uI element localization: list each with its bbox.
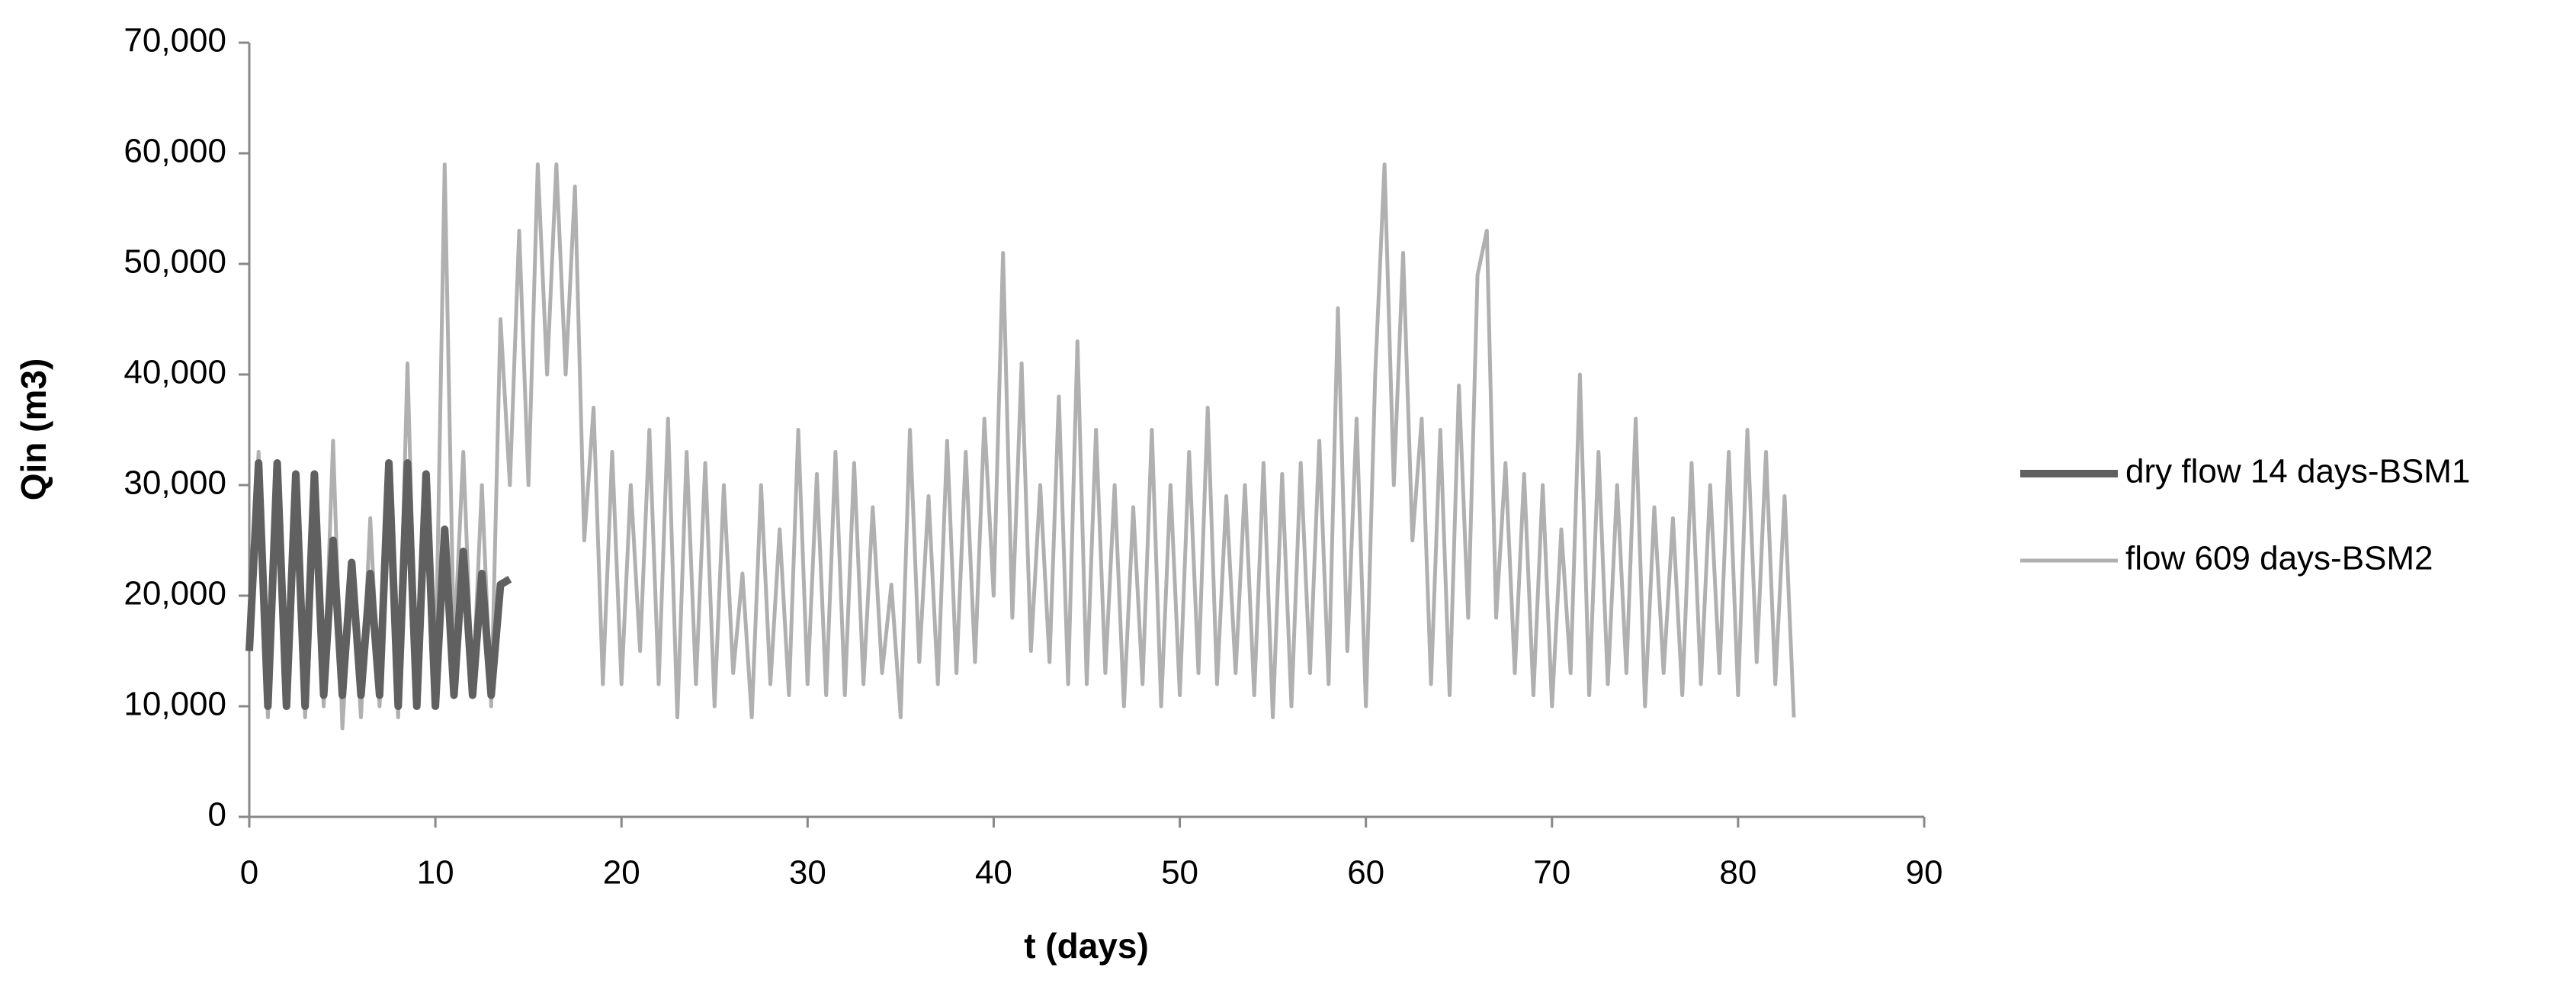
series-line [247, 162, 1796, 731]
y-axis-title: Qin (m3) [14, 358, 53, 501]
x-tick-label: 0 [240, 854, 258, 892]
x-tick-label: 10 [417, 854, 454, 892]
x-tick-label: 30 [789, 854, 826, 892]
x-tick-label: 60 [1347, 854, 1384, 892]
y-tick-label: 30,000 [124, 464, 226, 502]
legend-label: dry flow 14 days-BSM1 [2125, 453, 2470, 490]
x-axis-title: t (days) [1024, 926, 1149, 966]
y-tick-label: 10,000 [124, 686, 226, 723]
series-line [245, 459, 512, 710]
x-tick-label: 70 [1533, 854, 1570, 892]
y-tick-label: 60,000 [124, 133, 226, 170]
x-tick-label: 40 [975, 854, 1012, 892]
x-tick-label: 80 [1719, 854, 1756, 892]
y-tick-label: 0 [208, 796, 226, 834]
y-tick-label: 50,000 [124, 243, 226, 281]
legend-label: flow 609 days-BSM2 [2125, 540, 2433, 577]
y-tick-label: 40,000 [124, 354, 226, 391]
x-tick-label: 20 [603, 854, 640, 892]
y-tick-label: 20,000 [124, 575, 226, 612]
x-tick-label: 50 [1161, 854, 1198, 892]
x-tick-label: 90 [1906, 854, 1943, 892]
y-tick-label: 70,000 [124, 22, 226, 59]
